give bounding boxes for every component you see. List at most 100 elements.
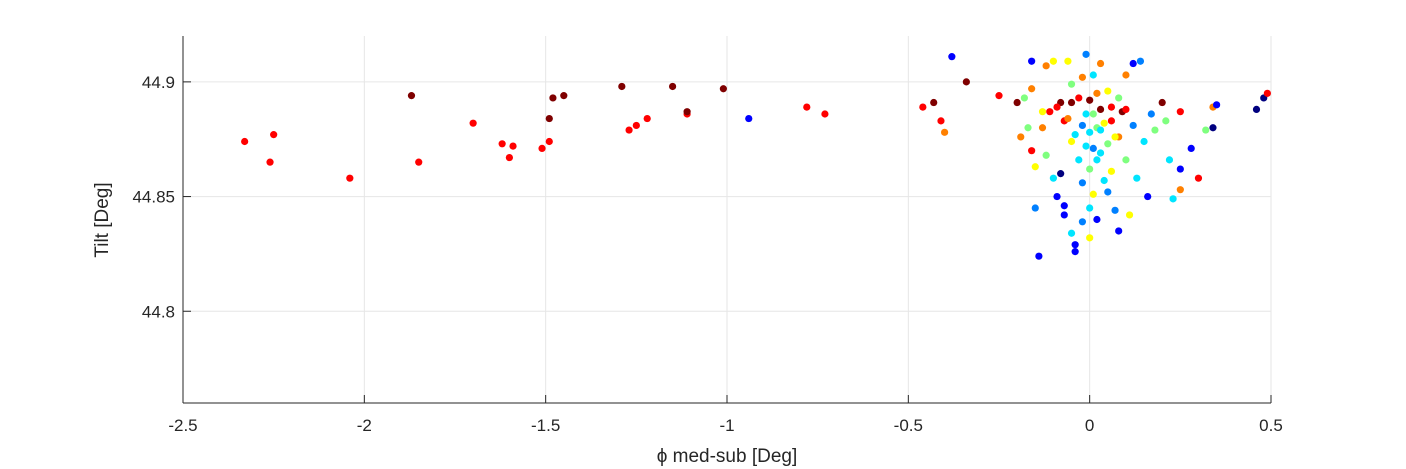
scatter-point (1176, 108, 1184, 116)
scatter-point (1107, 167, 1116, 175)
scatter-point (1082, 142, 1090, 150)
scatter-point (1086, 234, 1094, 242)
scatter-point (1147, 110, 1155, 118)
scatter-point (1111, 206, 1119, 214)
scatter-point (1194, 174, 1203, 182)
scatter-point (1089, 144, 1097, 152)
scatter-point (1176, 186, 1184, 194)
scatter-point (1053, 192, 1061, 201)
scatter-point (632, 121, 640, 130)
scatter-point (962, 78, 970, 86)
scatter-point (1060, 211, 1068, 219)
scatter-point (1060, 202, 1068, 210)
scatter-point (643, 114, 651, 123)
scatter-point (505, 153, 513, 162)
scatter-point (1129, 121, 1137, 130)
scatter-point (1093, 156, 1101, 164)
y-axis-label: Tilt [Deg] (92, 182, 113, 257)
scatter-point (1096, 59, 1105, 68)
scatter-point (1078, 121, 1087, 130)
scatter-point (1100, 119, 1108, 127)
scatter-point (948, 53, 956, 61)
scatter-point (930, 98, 938, 107)
scatter-point (1176, 165, 1184, 173)
scatter-point (1067, 98, 1076, 107)
scatter-point (469, 119, 477, 127)
scatter-point (1104, 140, 1112, 148)
x-tick-label: -0.5 (894, 416, 923, 435)
scatter-point (1086, 204, 1094, 212)
scatter-point (1158, 98, 1166, 107)
scatter-point (1038, 108, 1047, 116)
scatter-point (1115, 94, 1123, 102)
scatter-point (1100, 176, 1108, 185)
scatter-point (669, 82, 677, 91)
scatter-point (549, 94, 557, 102)
scatter-point (1104, 188, 1112, 196)
scatter-point (545, 114, 553, 123)
scatter-point (1093, 215, 1101, 224)
scatter-point (1213, 101, 1221, 109)
scatter-point (1162, 117, 1170, 125)
scatter-point (1202, 126, 1210, 134)
scatter-point (241, 137, 249, 146)
scatter-point (1067, 80, 1076, 88)
scatter-point (1151, 126, 1159, 134)
scatter-point (1028, 85, 1036, 93)
scatter-point (719, 85, 727, 93)
scatter-point (1133, 174, 1141, 182)
scatter-point (1104, 87, 1112, 95)
scatter-point (919, 103, 927, 111)
scatter-point (1049, 174, 1057, 182)
scatter-point (941, 128, 949, 136)
scatter-point (1053, 103, 1061, 111)
scatter-point (1122, 105, 1130, 113)
scatter-point (545, 137, 553, 146)
scatter-point (1136, 57, 1145, 65)
scatter-point (1078, 73, 1087, 81)
scatter-point (1067, 229, 1076, 237)
scatter-point (1038, 124, 1047, 132)
scatter-point (1042, 62, 1050, 70)
scatter-point (1031, 204, 1039, 212)
scatter-point (1046, 108, 1054, 116)
scatter-point (1169, 195, 1177, 203)
scatter-point (1013, 98, 1021, 107)
scatter-point (995, 92, 1003, 100)
scatter-point (1089, 190, 1097, 198)
x-axis-label: ϕ med-sub [Deg] (657, 446, 798, 467)
scatter-point (745, 114, 753, 123)
y-tick-labels: 44.8 44.85 44.9 (132, 73, 175, 321)
x-tick-label: 0 (1085, 416, 1094, 435)
scatter-point (1093, 89, 1101, 97)
scatter-point (1086, 96, 1094, 104)
scatter-point (803, 103, 811, 111)
x-tick-label: -2.5 (168, 416, 197, 435)
scatter-point (1107, 103, 1116, 111)
scatter-point (1042, 151, 1050, 159)
scatter-point (266, 158, 274, 166)
scatter-point (1028, 57, 1036, 65)
scatter-point (1144, 192, 1152, 201)
scatter-point (1125, 211, 1134, 219)
scatter-point (498, 140, 506, 148)
scatter-point (1049, 57, 1057, 65)
scatter-point (1082, 50, 1090, 58)
scatter-point (1057, 170, 1065, 178)
scatter-point (1140, 137, 1148, 146)
scatter-point (683, 108, 691, 116)
scatter-point (1028, 147, 1036, 155)
x-tick-label: -1 (719, 416, 734, 435)
scatter-point (1111, 133, 1119, 141)
scatter-point (1096, 126, 1105, 134)
scatter-point (415, 158, 423, 166)
scatter-point (346, 174, 354, 182)
scatter-point (1078, 218, 1087, 226)
scatter-point (821, 110, 829, 118)
scatter-point (1086, 165, 1094, 173)
scatter-point (1096, 105, 1105, 113)
scatter-point (1089, 110, 1097, 118)
scatter-point (1071, 131, 1079, 139)
